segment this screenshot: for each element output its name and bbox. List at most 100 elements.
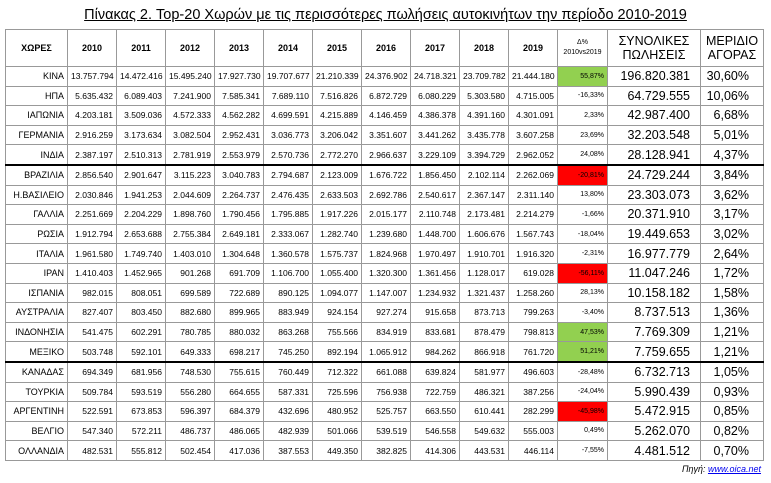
value-cell: 661.088 [361,360,411,383]
value-cell: 3,17% [700,204,764,225]
table-row: ΓΑΛΛΙΑ 2.251.669 2.204.229 1.898.760 1.790.4… [5,204,764,225]
value-cell: 7.585.341 [214,85,264,107]
value-cell: -16,33% [557,85,608,107]
value-cell: 2.044.609 [165,184,215,206]
value-cell: 593.519 [116,381,166,403]
value-cell: 51,21% [557,341,608,363]
value-cell: 901.268 [165,262,215,284]
sales-table: ΧΩΡΕΣ 2010 2011 2012 2013 2014 2015 2016 2017 201… [5,29,764,461]
value-cell: 4.301.091 [508,105,558,126]
value-cell: 1.094.077 [312,282,362,304]
value-cell: 610.441 [459,401,509,422]
value-cell: 509.784 [67,381,117,403]
value-cell: 2.962.052 [508,144,558,166]
value-cell: 7.689.110 [263,85,313,107]
value-cell: 2.901.647 [116,163,166,186]
value-cell: 883.949 [263,302,313,323]
value-cell: 1.916.320 [508,243,558,264]
value-cell: 1.403.010 [165,243,215,264]
value-cell: 7.759.655 [607,341,701,363]
value-cell: 1.304.648 [214,243,264,264]
value-cell: 1,21% [700,341,764,363]
value-cell: 2.030.846 [67,184,117,206]
value-cell: -24,04% [557,381,608,403]
value-cell: 1.910.701 [459,243,509,264]
value-cell: 30,60% [700,66,764,87]
table-row: ΙΡΑΝ 1.410.403 1.452.965 901.268 691.709 1.10… [5,262,764,284]
source-label: Πηγή: [681,464,706,474]
value-cell: 20.371.910 [607,204,701,225]
table-row: ΙΝΔΟΝΗΣΙΑ 541.475 602.291 780.785 880.032 863… [5,321,764,343]
value-cell: 2.755.384 [165,223,215,245]
value-cell: 2.214.279 [508,204,558,225]
value-cell: 866.918 [459,341,509,363]
value-cell: 24.729.244 [607,163,701,186]
value-cell: 5,01% [700,124,764,146]
value-cell: 14.472.416 [116,66,166,87]
table-row: ΒΡΑΖΙΛΙΑ 2.856.540 2.901.647 3.115.223 3.040… [5,163,764,186]
header-line: ΑΓΟΡΑΣ [707,48,757,62]
value-cell: 2.772.270 [312,144,362,166]
value-cell: 32.203.548 [607,124,701,146]
value-cell: 6,68% [700,105,764,126]
value-cell: 2.262.069 [508,163,558,186]
value-cell: 712.322 [312,360,362,383]
value-cell: 28,13% [557,282,608,304]
value-cell: 2.476.435 [263,184,313,206]
value-cell: 587.331 [263,381,313,403]
value-cell: 3.082.504 [165,124,215,146]
header-cell: 2019 [508,29,558,67]
table-row: ΚΑΝΑΔΑΣ 694.349 681.956 748.530 755.615 760.4… [5,360,764,383]
value-cell: 10,06% [700,85,764,107]
value-cell: 664.655 [214,381,264,403]
value-cell: 17.927.730 [214,66,264,87]
value-cell: 2.649.181 [214,223,264,245]
value-cell: 833.681 [410,321,460,343]
value-cell: 2,33% [557,105,608,126]
value-cell: 432.696 [263,401,313,422]
value-cell: 2.102.114 [459,163,509,186]
value-cell: 1.128.017 [459,262,509,284]
header-cell: 2013 [214,29,264,67]
value-cell: 387.256 [508,381,558,403]
value-cell: 16.977.779 [607,243,701,264]
value-cell: 1,05% [700,360,764,383]
value-cell: 2.367.147 [459,184,509,206]
value-cell: 2.251.669 [67,204,117,225]
value-cell: 1,21% [700,321,764,343]
country-cell: ΒΡΑΖΙΛΙΑ [5,163,68,186]
value-cell: 1.106.700 [263,262,313,284]
value-cell: 649.333 [165,341,215,363]
source-link[interactable]: www.oica.net [707,464,761,474]
value-cell: 639.824 [410,360,460,383]
value-cell: 13.757.794 [67,66,117,87]
value-cell: 3.351.607 [361,124,411,146]
table-row: ΟΛΛΑΝΔΙΑ 482.531 555.812 502.454 417.036 387.… [5,440,764,461]
value-cell: 1.360.578 [263,243,313,264]
value-cell: 541.475 [67,321,117,343]
title: Πίνακας 2. Top-20 Χωρών με τις περισσότε… [84,7,687,23]
value-cell: 4.391.160 [459,105,509,126]
value-cell: 748.530 [165,360,215,383]
value-cell: 863.268 [263,321,313,343]
value-cell: 756.938 [361,381,411,403]
value-cell: 21.210.339 [312,66,362,87]
value-cell: 2.333.067 [263,223,313,245]
value-cell: 23.303.073 [607,184,701,206]
value-cell: 1.452.965 [116,262,166,284]
value-cell: 882.680 [165,302,215,323]
value-cell: -56,11% [557,262,608,284]
country-cell: ΓΕΡΜΑΝΙΑ [5,124,68,146]
value-cell: 13,80% [557,184,608,206]
value-cell: 28.128.941 [607,144,701,166]
value-cell: 443.531 [459,440,509,461]
value-cell: 755.566 [312,321,362,343]
value-cell: 592.101 [116,341,166,363]
value-cell: 681.956 [116,360,166,383]
value-cell: 6.080.229 [410,85,460,107]
value-cell: -1,66% [557,204,608,225]
value-cell: 7.516.826 [312,85,362,107]
value-cell: 5.303.580 [459,85,509,107]
value-cell: 4.386.378 [410,105,460,126]
